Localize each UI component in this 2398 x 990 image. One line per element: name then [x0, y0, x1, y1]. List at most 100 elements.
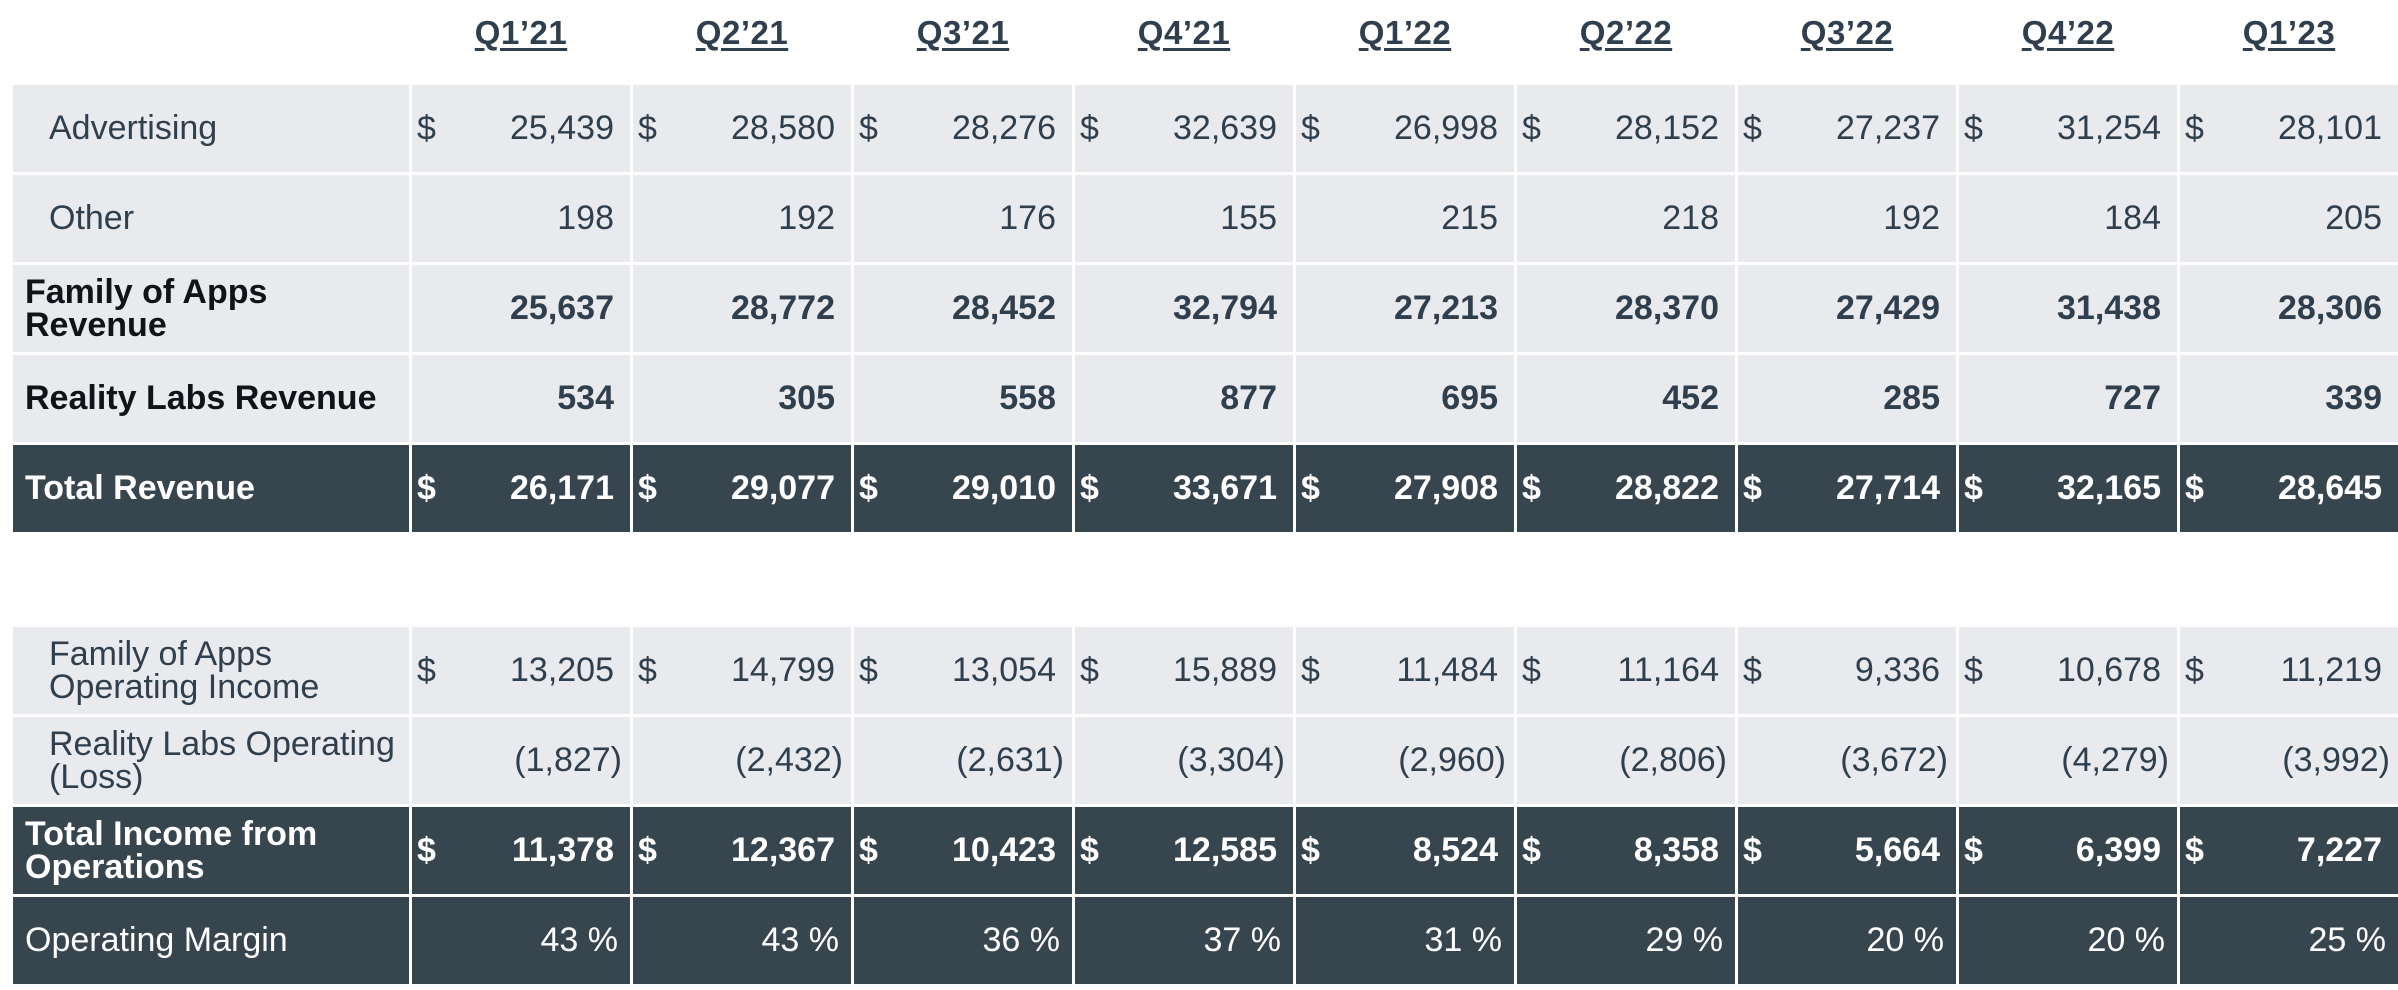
currency-symbol: $ [1964, 651, 1983, 689]
quarter-header-q4-21: Q4’21 [1137, 14, 1231, 51]
cell-value: 14,799 [731, 651, 835, 689]
currency-symbol: $ [859, 651, 878, 689]
value-cell: 37 % [1072, 894, 1296, 987]
reality-labs-operating-loss-row: Reality Labs Operating (Loss) (1,827) (2,4… [10, 714, 2398, 807]
row-label: Total Revenue [10, 442, 412, 535]
cell-value: 184 [2104, 199, 2161, 237]
cell-value: 192 [1883, 199, 1940, 237]
cell-value: 558 [999, 379, 1056, 417]
currency-symbol: $ [2185, 469, 2204, 507]
value-cell: (1,827) [409, 714, 633, 807]
total-revenue-row: Total Revenue $26,171 $29,077 $29,010 $33,67… [10, 442, 2398, 535]
cell-value: 8,358 [1633, 831, 1719, 869]
cell-value: 28,152 [1615, 109, 1719, 147]
cell-value: 13,054 [952, 651, 1056, 689]
value-cell: (2,631) [851, 714, 1075, 807]
value-cell: $9,336 [1735, 624, 1959, 717]
cell-value: 32,794 [1173, 289, 1277, 327]
cell-value: 31,254 [2057, 109, 2161, 147]
cell-value: 198 [557, 199, 614, 237]
cell-value: 25,439 [510, 109, 614, 147]
cell-value: (3,672) [1840, 741, 1948, 779]
value-cell: 28,306 [2177, 262, 2398, 355]
quarter-header-q1-23: Q1’23 [2242, 14, 2336, 51]
value-cell: $26,171 [409, 442, 633, 535]
cell-value: 28,452 [952, 289, 1056, 327]
cell-value: 28,370 [1615, 289, 1719, 327]
quarter-header-q2-21: Q2’21 [695, 14, 789, 51]
value-cell: $28,822 [1514, 442, 1738, 535]
family-of-apps-revenue-row: Family of Apps Revenue 25,637 28,772 28,452… [10, 262, 2398, 355]
cell-value: 192 [778, 199, 835, 237]
currency-symbol: $ [1080, 109, 1099, 147]
value-cell: 695 [1293, 352, 1517, 445]
value-cell: 28,452 [851, 262, 1075, 355]
row-label: Total Income from Operations [10, 804, 412, 897]
value-cell: $28,645 [2177, 442, 2398, 535]
cell-value: 28,772 [731, 289, 835, 327]
cell-value: 215 [1441, 199, 1498, 237]
value-cell: 727 [1956, 352, 2180, 445]
cell-value: 27,714 [1836, 469, 1940, 507]
cell-value: 28,306 [2278, 289, 2382, 327]
cell-value: 36 % [982, 921, 1061, 959]
value-cell: $27,714 [1735, 442, 1959, 535]
cell-value: (3,992) [2282, 741, 2390, 779]
value-cell: 877 [1072, 352, 1296, 445]
cell-value: 11,219 [2280, 651, 2382, 689]
value-cell: $32,165 [1956, 442, 2180, 535]
value-cell: (3,992) [2177, 714, 2398, 807]
cell-value: 27,429 [1836, 289, 1940, 327]
row-label: Reality Labs Operating (Loss) [10, 714, 412, 807]
value-cell: $29,077 [630, 442, 854, 535]
value-cell: $26,998 [1293, 82, 1517, 175]
currency-symbol: $ [1743, 109, 1762, 147]
value-cell: $8,524 [1293, 804, 1517, 897]
cell-value: 727 [2104, 379, 2161, 417]
cell-value: 29,010 [952, 469, 1056, 507]
value-cell: 192 [630, 172, 854, 265]
currency-symbol: $ [417, 109, 436, 147]
currency-symbol: $ [417, 469, 436, 507]
cell-value: 28,822 [1615, 469, 1719, 507]
currency-symbol: $ [1743, 831, 1762, 869]
value-cell: $11,378 [409, 804, 633, 897]
value-cell: 285 [1735, 352, 1959, 445]
currency-symbol: $ [1522, 651, 1541, 689]
cell-value: 25 % [2308, 921, 2387, 959]
cell-value: 29,077 [731, 469, 835, 507]
currency-symbol: $ [638, 831, 657, 869]
cell-value: 28,645 [2278, 469, 2382, 507]
value-cell: (3,304) [1072, 714, 1296, 807]
value-cell: $28,152 [1514, 82, 1738, 175]
value-cell: $28,276 [851, 82, 1075, 175]
value-cell: $27,237 [1735, 82, 1959, 175]
currency-symbol: $ [1964, 469, 1983, 507]
revenue-table: Advertising $25,439 $28,580 $28,276 $32,639 $… [10, 82, 2398, 535]
currency-symbol: $ [859, 831, 878, 869]
currency-symbol: $ [1080, 469, 1099, 507]
quarter-header-q3-22: Q3’22 [1800, 14, 1894, 51]
value-cell: 25 % [2177, 894, 2398, 987]
value-cell: $13,205 [409, 624, 633, 717]
row-label: Operating Margin [10, 894, 412, 987]
cell-value: 26,171 [510, 469, 614, 507]
row-label: Other [10, 172, 412, 265]
value-cell: 31 % [1293, 894, 1517, 987]
cell-value: 11,378 [511, 831, 614, 869]
currency-symbol: $ [1522, 469, 1541, 507]
cell-value: 218 [1662, 199, 1719, 237]
value-cell: 339 [2177, 352, 2398, 445]
cell-value: 43 % [761, 921, 840, 959]
row-label: Family of Apps Operating Income [10, 624, 412, 717]
value-cell: $33,671 [1072, 442, 1296, 535]
value-cell: $12,585 [1072, 804, 1296, 897]
cell-value: 7,227 [2296, 831, 2382, 869]
value-cell: 558 [851, 352, 1075, 445]
cell-value: (2,432) [735, 741, 843, 779]
cell-value: 32,165 [2057, 469, 2161, 507]
value-cell: 43 % [630, 894, 854, 987]
value-cell: 27,213 [1293, 262, 1517, 355]
cell-value: 5,664 [1854, 831, 1940, 869]
cell-value: 27,213 [1394, 289, 1498, 327]
